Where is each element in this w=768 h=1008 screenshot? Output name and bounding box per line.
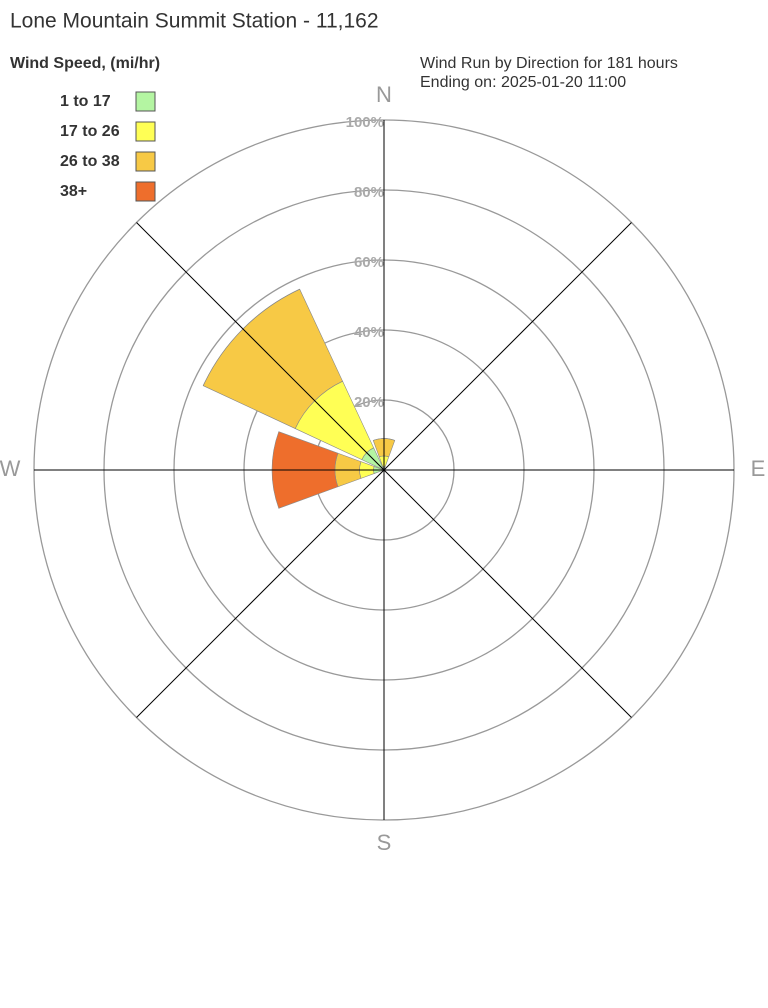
- r-tick-label: 80%: [354, 184, 384, 201]
- legend-swatch: [135, 151, 156, 172]
- subtitle: Ending on: 2025-01-20 11:00: [420, 74, 626, 91]
- r-tick-label: 60%: [354, 254, 384, 271]
- subtitle: Wind Run by Direction for 181 hours: [420, 55, 678, 72]
- r-tick-label: 20%: [354, 394, 384, 411]
- legend-swatch: [135, 181, 156, 202]
- legend-label: 38+: [60, 183, 87, 200]
- direction-label: W: [0, 456, 21, 481]
- r-tick-label: 100%: [346, 114, 384, 131]
- legend-label: 17 to 26: [60, 123, 120, 140]
- legend-swatch: [135, 91, 156, 112]
- direction-label: N: [376, 82, 392, 107]
- legend-title: Wind Speed, (mi/hr): [10, 55, 160, 72]
- spoke: [383, 469, 632, 718]
- direction-label: S: [377, 830, 392, 855]
- spoke: [136, 469, 385, 718]
- direction-label: E: [751, 456, 766, 481]
- legend-label: 26 to 38: [60, 153, 120, 170]
- spoke: [383, 222, 632, 471]
- spoke: [136, 222, 385, 471]
- chart-title: Lone Mountain Summit Station - 11,162: [10, 10, 379, 33]
- legend-label: 1 to 17: [60, 93, 111, 110]
- legend-swatch: [135, 121, 156, 142]
- r-tick-label: 40%: [354, 324, 384, 341]
